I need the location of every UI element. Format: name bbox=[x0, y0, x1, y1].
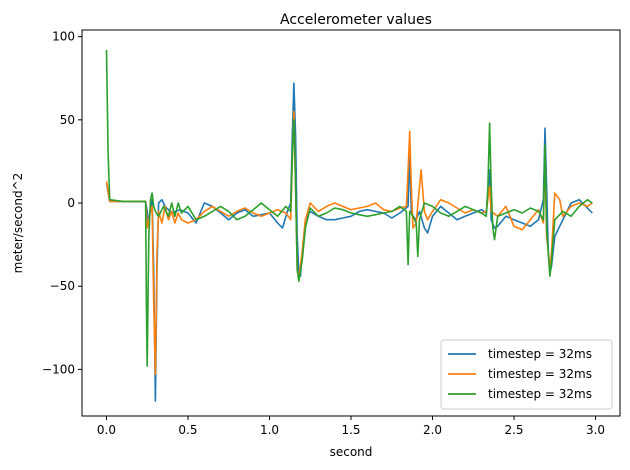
y-tick-label: −100 bbox=[42, 362, 75, 376]
plot-series bbox=[105, 49, 593, 402]
y-tick-label: 100 bbox=[52, 30, 75, 44]
legend-label: timestep = 32ms bbox=[488, 367, 592, 381]
x-tick-label: 2.0 bbox=[423, 423, 442, 437]
x-tick-label: 1.5 bbox=[341, 423, 360, 437]
series-line-2 bbox=[105, 110, 593, 376]
legend-label: timestep = 32ms bbox=[488, 347, 592, 361]
legend-label: timestep = 32ms bbox=[488, 387, 592, 401]
x-tick-label: 3.0 bbox=[586, 423, 605, 437]
y-tick-label: −50 bbox=[50, 279, 75, 293]
x-tick-label: 2.5 bbox=[504, 423, 523, 437]
x-tick-label: 1.0 bbox=[260, 423, 279, 437]
legend: timestep = 32ms timestep = 32ms timestep =… bbox=[440, 339, 613, 410]
y-tick-label: 0 bbox=[67, 196, 75, 210]
x-axis-label: second bbox=[330, 445, 373, 459]
x-axis: 0.0 0.5 1.0 1.5 2.0 2.5 3.0 bbox=[97, 416, 605, 437]
chart-title: Accelerometer values bbox=[280, 12, 432, 28]
y-tick-label: 50 bbox=[60, 113, 75, 127]
y-axis-label: meter/second^2 bbox=[11, 173, 25, 274]
x-tick-label: 0.0 bbox=[97, 423, 116, 437]
y-axis: −100 −50 0 50 100 bbox=[42, 30, 82, 376]
series-line-3 bbox=[105, 49, 593, 367]
x-tick-label: 0.5 bbox=[178, 423, 197, 437]
legend-box bbox=[440, 339, 613, 410]
